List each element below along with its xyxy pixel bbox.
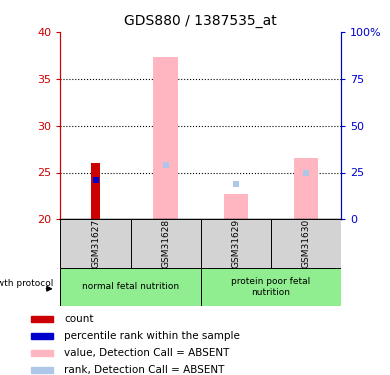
Bar [201, 268, 341, 306]
Text: GSM31627: GSM31627 [91, 219, 100, 268]
Text: normal fetal nutrition: normal fetal nutrition [82, 282, 179, 291]
Bar [91, 163, 100, 219]
Bar [30, 350, 53, 356]
Bar [131, 219, 201, 268]
Bar [271, 219, 341, 268]
Bar [201, 219, 271, 268]
Text: GSM31630: GSM31630 [301, 219, 311, 268]
Bar [60, 219, 131, 268]
Text: percentile rank within the sample: percentile rank within the sample [64, 331, 240, 341]
Bar [60, 268, 201, 306]
Bar [154, 57, 178, 219]
Bar [224, 194, 248, 219]
Bar [30, 367, 53, 373]
Bar [30, 316, 53, 322]
Title: GDS880 / 1387535_at: GDS880 / 1387535_at [124, 14, 277, 28]
Text: growth protocol: growth protocol [0, 279, 54, 288]
Text: GSM31629: GSM31629 [231, 219, 241, 268]
Text: rank, Detection Call = ABSENT: rank, Detection Call = ABSENT [64, 364, 225, 375]
Bar [294, 158, 318, 219]
Text: count: count [64, 314, 94, 324]
Text: protein poor fetal
nutrition: protein poor fetal nutrition [231, 277, 311, 297]
Text: GSM31628: GSM31628 [161, 219, 170, 268]
Bar [30, 333, 53, 339]
Text: value, Detection Call = ABSENT: value, Detection Call = ABSENT [64, 348, 230, 358]
